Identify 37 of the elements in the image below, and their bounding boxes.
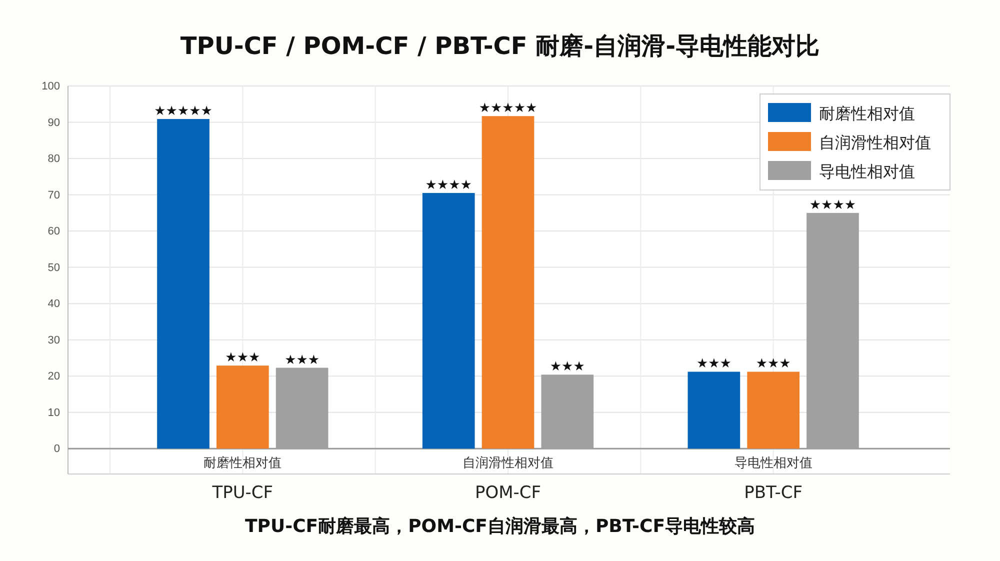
data-label: ★★★ (225, 350, 260, 366)
bar (216, 366, 269, 449)
data-label: ★★★★★ (478, 101, 538, 116)
y-tick-label: 90 (48, 116, 60, 129)
annotation: 自润滑性相对值 (462, 456, 554, 471)
y-tick-label: 100 (42, 80, 60, 93)
x-tick-label: TPU-CF (211, 483, 274, 503)
annotation: 耐磨性相对值 (204, 456, 282, 471)
y-tick-label: 10 (48, 406, 60, 419)
bar (157, 119, 210, 449)
data-label: ★★★★ (809, 198, 856, 213)
bar (482, 116, 534, 449)
data-label: ★★★ (550, 360, 585, 375)
x-tick-label: POM-CF (474, 483, 542, 503)
y-tick-label: 80 (48, 153, 60, 166)
bar (688, 372, 740, 449)
data-label: ★★★★ (425, 178, 472, 193)
data-label: ★★★ (284, 352, 320, 368)
text: TPU-CF耐磨最高，POM-CF自润滑最高，PBT-CF导电性较高 (245, 516, 755, 537)
x-tick-label: PBT-CF (744, 483, 803, 503)
y-tick-label: 0 (54, 443, 60, 456)
y-tick-label: 40 (48, 298, 60, 310)
legend-label: 导电性相对值 (819, 162, 915, 181)
legend-label: 自润滑性相对值 (819, 133, 931, 152)
bar (422, 192, 475, 449)
legend-label: 耐磨性相对值 (819, 104, 915, 123)
data-label: ★★★★★ (154, 104, 212, 119)
y-tick-label: 50 (48, 262, 60, 274)
y-tick-label: 30 (48, 334, 60, 346)
y-tick-label: 20 (48, 370, 60, 383)
y-tick-label: 70 (48, 189, 60, 202)
chart-title: TPU-CF / POM-CF / PBT-CF 耐磨-自润滑-导电性能对比 (180, 32, 820, 60)
bar (747, 372, 800, 449)
data-label: ★★★ (756, 356, 791, 372)
annotation: 导电性相对值 (734, 456, 812, 471)
data-label: ★★★ (696, 356, 732, 372)
y-tick-label: 60 (48, 226, 60, 238)
